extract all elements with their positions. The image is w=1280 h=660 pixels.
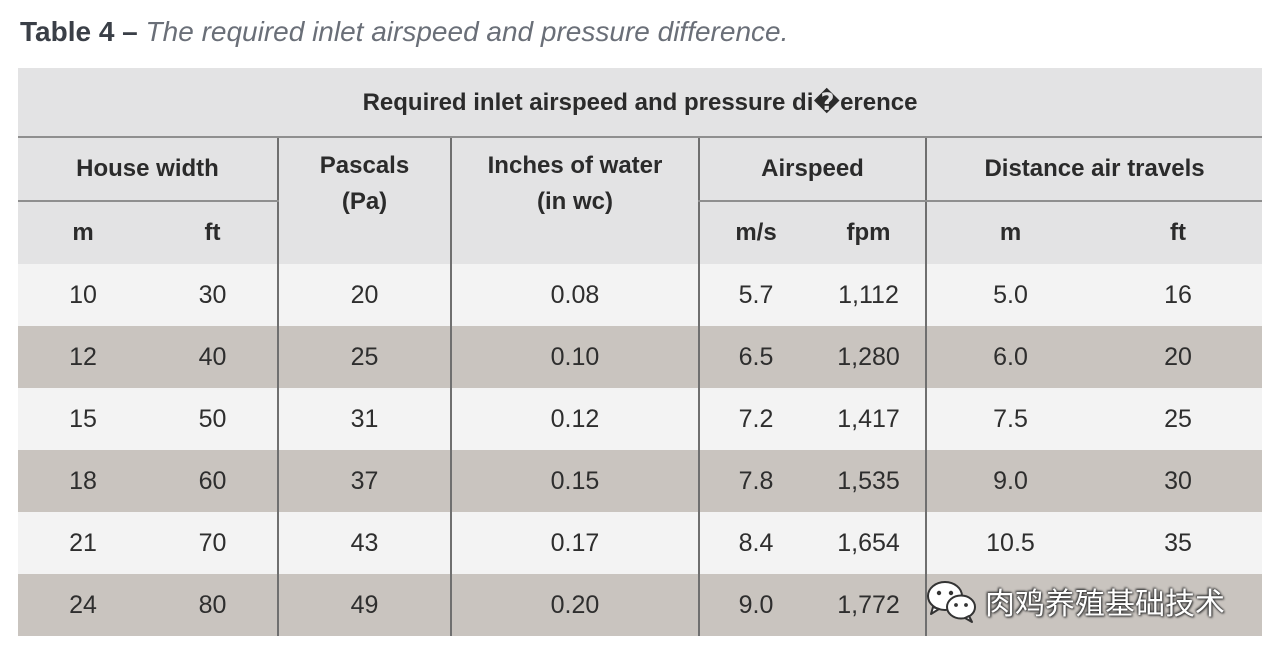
cell-d-ft: 16 xyxy=(1094,264,1263,326)
cell-as-ms: 7.8 xyxy=(698,450,812,512)
wechat-icon xyxy=(927,581,976,623)
unit-hw-m: m xyxy=(18,201,148,264)
caption-text: The required inlet airspeed and pressure… xyxy=(145,16,789,47)
cell-as-fpm: 1,112 xyxy=(812,264,926,326)
table-caption: Table 4 – The required inlet airspeed an… xyxy=(20,16,788,48)
cell-d-ft: 35 xyxy=(1094,512,1263,574)
header-airspeed: Airspeed xyxy=(698,137,926,202)
cell-as-ms: 8.4 xyxy=(698,512,812,574)
header-inches-label: Inches of water (in wc) xyxy=(487,152,663,215)
cell-pascals: 20 xyxy=(277,264,451,326)
cell-d-m: 5.0 xyxy=(925,264,1094,326)
cell-d-m: 10.5 xyxy=(925,512,1094,574)
header-distance: Distance air travels xyxy=(924,137,1263,202)
caption-label: Table 4 – xyxy=(20,16,138,47)
cell-as-fpm: 1,654 xyxy=(812,512,926,574)
table-row: 10 30 20 0.08 5.7 1,112 5.0 16 xyxy=(18,264,1263,326)
cell-inches: 0.20 xyxy=(450,574,699,636)
cell-pascals: 43 xyxy=(277,512,451,574)
cell-hw-m: 12 xyxy=(18,326,148,388)
cell-d-ft: 30 xyxy=(1094,450,1263,512)
cell-hw-ft: 30 xyxy=(148,264,278,326)
cell-as-ms: 7.2 xyxy=(698,388,812,450)
table-row: 21 70 43 0.17 8.4 1,654 10.5 35 xyxy=(18,512,1263,574)
cell-pascals: 37 xyxy=(277,450,451,512)
cell-inches: 0.08 xyxy=(450,264,699,326)
cell-hw-ft: 80 xyxy=(148,574,278,636)
unit-hw-ft: ft xyxy=(148,201,278,264)
cell-as-fpm: 1,417 xyxy=(812,388,926,450)
header-inches-of-water: Inches of water (in wc) xyxy=(450,137,699,264)
header-pascals: Pascals (Pa) xyxy=(277,137,451,264)
cell-hw-ft: 40 xyxy=(148,326,278,388)
unit-as-ms: m/s xyxy=(698,201,812,264)
cell-inches: 0.15 xyxy=(450,450,699,512)
watermark: 肉鸡养殖基础技术 xyxy=(925,578,1225,624)
cell-d-m: 7.5 xyxy=(925,388,1094,450)
cell-d-m: 9.0 xyxy=(925,450,1094,512)
cell-as-fpm: 1,280 xyxy=(812,326,926,388)
cell-hw-m: 21 xyxy=(18,512,148,574)
unit-as-fpm: fpm xyxy=(812,201,926,264)
cell-hw-m: 18 xyxy=(18,450,148,512)
cell-hw-ft: 50 xyxy=(148,388,278,450)
unit-d-ft: ft xyxy=(1094,201,1263,264)
cell-hw-m: 15 xyxy=(18,388,148,450)
table-row: 15 50 31 0.12 7.2 1,417 7.5 25 xyxy=(18,388,1263,450)
cell-d-m: 6.0 xyxy=(925,326,1094,388)
header-house-width: House width xyxy=(18,137,278,202)
cell-d-ft: 20 xyxy=(1094,326,1263,388)
cell-as-ms: 6.5 xyxy=(698,326,812,388)
cell-as-fpm: 1,772 xyxy=(812,574,926,636)
cell-pascals: 49 xyxy=(277,574,451,636)
cell-inches: 0.10 xyxy=(450,326,699,388)
cell-as-fpm: 1,535 xyxy=(812,450,926,512)
table-row: 18 60 37 0.15 7.8 1,535 9.0 30 xyxy=(18,450,1263,512)
cell-as-ms: 5.7 xyxy=(698,264,812,326)
cell-inches: 0.12 xyxy=(450,388,699,450)
cell-inches: 0.17 xyxy=(450,512,699,574)
header-pascals-label: Pascals (Pa) xyxy=(319,152,410,215)
cell-pascals: 25 xyxy=(277,326,451,388)
cell-d-ft xyxy=(1094,574,1263,636)
airspeed-table: Required inlet airspeed and pressure di�… xyxy=(18,68,1263,636)
watermark-text: 肉鸡养殖基础技术 xyxy=(985,587,1225,622)
unit-d-m: m xyxy=(925,201,1094,264)
cell-as-ms: 9.0 xyxy=(698,574,812,636)
table-row: 12 40 25 0.10 6.5 1,280 6.0 20 xyxy=(18,326,1263,388)
cell-hw-ft: 70 xyxy=(148,512,278,574)
cell-pascals: 31 xyxy=(277,388,451,450)
table-row: 24 80 49 0.20 9.0 1,772 xyxy=(18,574,1263,636)
cell-hw-ft: 60 xyxy=(148,450,278,512)
cell-d-ft: 25 xyxy=(1094,388,1263,450)
table-title: Required inlet airspeed and pressure di�… xyxy=(18,68,1263,138)
cell-hw-m: 10 xyxy=(18,264,148,326)
cell-hw-m: 24 xyxy=(18,574,148,636)
